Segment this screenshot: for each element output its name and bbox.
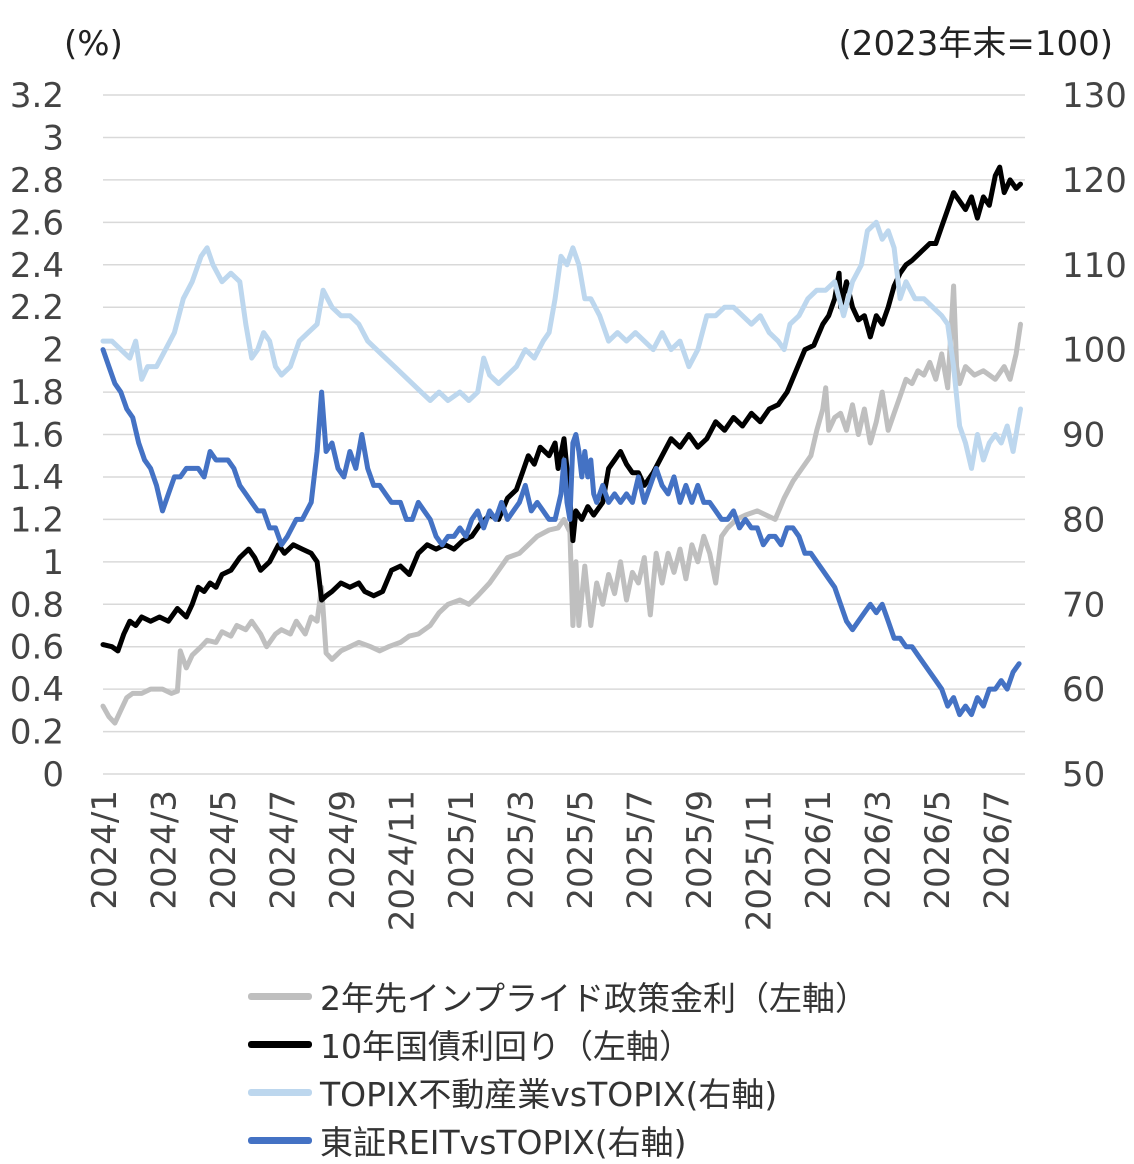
legend-label: 東証REITvsTOPIX(右軸) (320, 1123, 687, 1162)
series-lines (100, 164, 1023, 726)
left-axis-unit: (%) (64, 24, 123, 64)
x-tick-label: 2024/5 (204, 790, 244, 910)
series-line-4 (100, 347, 1022, 718)
legend-label: 2年先インプライド政策金利（左軸） (320, 979, 869, 1018)
y-left-tick-label: 1.8 (10, 373, 64, 413)
y-left-tick-label: 3 (42, 118, 64, 158)
x-tick-label: 2026/7 (977, 790, 1017, 910)
y-left-tick-label: 0 (42, 755, 64, 795)
legend-item: TOPIX不動産業vsTOPIX(右軸) (248, 1068, 868, 1116)
x-tick-label: 2025/7 (620, 790, 660, 910)
y-right-tick-label: 110 (1062, 246, 1127, 286)
y-left-tick-label: 0.8 (10, 585, 64, 625)
y-left-tick-label: 1.4 (10, 458, 64, 498)
gridlines (103, 94, 1025, 775)
x-tick-label: 2024/9 (323, 790, 363, 910)
x-tick-label: 2026/3 (858, 790, 898, 910)
legend: 2年先インプライド政策金利（左軸） 10年国債利回り（左軸） TOPIX不動産業… (248, 972, 868, 1164)
x-tick-label: 2024/1 (85, 790, 125, 910)
y-right-tick-label: 60 (1062, 670, 1105, 710)
legend-item: 2年先インプライド政策金利（左軸） (248, 972, 868, 1020)
y-left-tick-label: 2.6 (10, 203, 64, 243)
y-axis-right: 130 120 110 100 90 80 70 60 50 (1062, 76, 1127, 795)
right-axis-unit: (2023年末=100) (839, 24, 1113, 64)
y-right-tick-label: 100 (1062, 331, 1127, 371)
y-left-tick-label: 2 (42, 331, 64, 371)
y-left-tick-label: 2.2 (10, 288, 64, 328)
legend-swatch (248, 992, 312, 1000)
series-line-1 (100, 283, 1023, 726)
y-left-tick-label: 3.2 (10, 76, 64, 116)
y-right-tick-label: 50 (1062, 755, 1105, 795)
legend-swatch (248, 1040, 312, 1048)
chart: 3.232.82.62.42.221.81.61.41.210.80.60.40… (10, 24, 1127, 931)
y-left-tick-label: 0.4 (10, 670, 64, 710)
legend-item: 10年国債利回り（左軸） (248, 1020, 868, 1068)
x-tick-label: 2024/7 (263, 790, 303, 910)
y-left-tick-label: 2.8 (10, 161, 64, 201)
legend-label: 10年国債利回り（左軸） (320, 1027, 692, 1066)
x-tick-label: 2026/1 (799, 790, 839, 910)
series-line-2 (100, 164, 1023, 654)
y-left-tick-label: 0.6 (10, 628, 64, 668)
y-right-tick-label: 130 (1062, 76, 1127, 116)
y-left-tick-label: 1.6 (10, 416, 64, 456)
y-axis-left: 3.232.82.62.42.221.81.61.41.210.80.60.40… (10, 76, 64, 795)
y-left-tick-label: 2.4 (10, 246, 64, 286)
x-tick-label: 2026/5 (918, 790, 958, 910)
x-tick-label: 2024/3 (144, 790, 184, 910)
legend-label: TOPIX不動産業vsTOPIX(右軸) (320, 1075, 778, 1114)
x-axis: 2024/1 2024/3 2024/5 2024/7 2024/9 2024/11 202… (85, 790, 1017, 931)
y-right-tick-label: 120 (1062, 161, 1127, 201)
y-right-tick-label: 70 (1062, 585, 1105, 625)
x-tick-label: 2025/3 (501, 790, 541, 910)
x-tick-label: 2025/5 (561, 790, 601, 910)
y-right-tick-label: 90 (1062, 416, 1105, 456)
x-tick-label: 2025/9 (680, 790, 720, 910)
y-left-tick-label: 1 (42, 543, 64, 583)
x-tick-label: 2025/1 (442, 790, 482, 910)
x-tick-label: 2025/11 (739, 790, 779, 931)
legend-swatch (248, 1136, 312, 1144)
legend-item: 東証REITvsTOPIX(右軸) (248, 1116, 868, 1164)
y-left-tick-label: 1.2 (10, 500, 64, 540)
y-left-tick-label: 0.2 (10, 713, 64, 753)
x-tick-label: 2024/11 (382, 790, 422, 931)
y-right-tick-label: 80 (1062, 500, 1105, 540)
series-line-3 (100, 219, 1023, 471)
legend-swatch (248, 1088, 312, 1096)
